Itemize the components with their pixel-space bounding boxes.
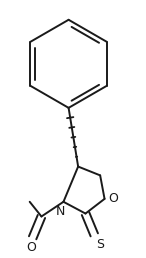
Text: S: S bbox=[97, 238, 105, 252]
Text: O: O bbox=[26, 241, 36, 254]
Text: N: N bbox=[56, 205, 65, 219]
Text: O: O bbox=[108, 192, 118, 205]
